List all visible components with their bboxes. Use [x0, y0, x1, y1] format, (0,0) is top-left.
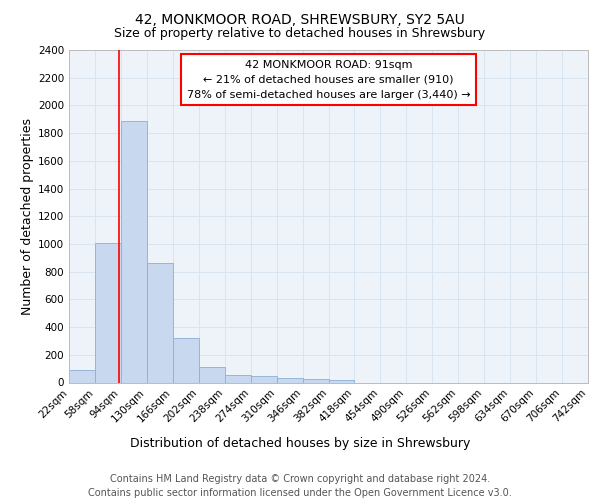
- Bar: [173, 338, 199, 382]
- Text: Distribution of detached houses by size in Shrewsbury: Distribution of detached houses by size …: [130, 438, 470, 450]
- Text: Contains public sector information licensed under the Open Government Licence v3: Contains public sector information licen…: [88, 488, 512, 498]
- Bar: [329, 380, 355, 382]
- Text: Size of property relative to detached houses in Shrewsbury: Size of property relative to detached ho…: [115, 28, 485, 40]
- Bar: [121, 120, 147, 382]
- Text: Contains HM Land Registry data © Crown copyright and database right 2024.: Contains HM Land Registry data © Crown c…: [110, 474, 490, 484]
- Y-axis label: Number of detached properties: Number of detached properties: [21, 118, 34, 315]
- Bar: [69, 370, 95, 382]
- Text: 42 MONKMOOR ROAD: 91sqm
← 21% of detached houses are smaller (910)
78% of semi-d: 42 MONKMOOR ROAD: 91sqm ← 21% of detache…: [187, 60, 470, 100]
- Bar: [95, 242, 121, 382]
- Bar: [251, 376, 277, 382]
- Bar: [302, 380, 329, 382]
- Bar: [224, 375, 251, 382]
- Bar: [199, 368, 224, 382]
- Bar: [277, 378, 302, 382]
- Bar: [147, 264, 173, 382]
- Text: 42, MONKMOOR ROAD, SHREWSBURY, SY2 5AU: 42, MONKMOOR ROAD, SHREWSBURY, SY2 5AU: [135, 12, 465, 26]
